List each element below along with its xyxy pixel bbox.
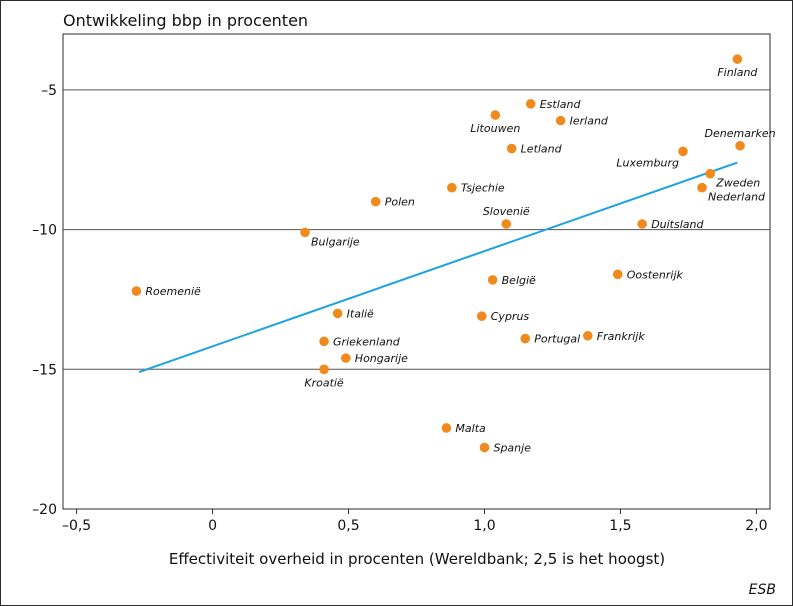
plot-area [62,33,771,510]
data-point [735,140,745,151]
data-point [370,196,381,207]
y-tick-label: –20 [32,502,57,518]
point-label: Malta [455,422,486,435]
point-label: Roemenië [145,285,201,298]
point-label: Griekenland [333,335,401,348]
point-label: Bulgarije [311,235,360,248]
x-tick-label: 1,5 [609,518,631,534]
point-label: Finland [717,66,758,79]
point-label: België [502,274,536,287]
data-point [612,269,623,280]
point-label: Letland [521,143,563,156]
point-label: Tsjechie [461,182,505,195]
point-label: Duitsland [651,218,704,231]
data-point [332,308,343,319]
point-label: Cyprus [491,310,530,323]
y-tick-label: –5 [41,83,57,99]
chart-title: Ontwikkeling bbp in procenten [63,11,308,30]
data-point [319,364,329,375]
gridlines [63,89,770,370]
points-layer [131,54,745,453]
trendline-layer [138,161,738,374]
point-label: Oostenrijk [627,268,684,281]
point-label: Spanje [493,442,531,455]
data-point [490,110,501,120]
data-point [520,333,531,344]
x-axis-ticks: –0,5 0 0,5 1,0 1,5 2,0 [62,509,768,534]
point-label: Italië [347,307,374,320]
data-point [678,146,688,157]
point-label: Slovenië [483,205,530,218]
x-tick-label: –0,5 [62,518,91,534]
point-label: Kroatië [304,376,344,389]
data-point [479,442,490,453]
data-point [441,423,452,433]
data-point [732,54,743,64]
data-point [525,99,536,109]
x-axis-label: Effectiviteit overheid in procenten (Wer… [169,550,665,568]
x-tick-label: 2,0 [745,518,767,534]
point-label: Polen [385,196,415,209]
data-point [705,168,715,179]
source-label: ESB [749,582,776,598]
data-point [637,219,647,229]
data-point [319,336,329,347]
y-axis-ticks: –5 –10 –15 –20 [32,83,57,518]
data-point [506,143,517,154]
data-point [476,311,487,322]
data-point [501,219,512,229]
trendline [138,161,738,374]
point-label: Frankrijk [597,330,646,343]
point-label: Estland [540,98,582,111]
y-tick-label: –10 [32,223,57,239]
point-label: Luxemburg [616,156,679,169]
point-label: Zweden [715,177,760,190]
data-point [583,330,593,341]
data-point [447,182,457,193]
point-label: Portugal [534,333,580,346]
x-tick-label: 0 [208,518,217,534]
y-tick-label: –15 [32,362,57,378]
data-point [131,286,142,296]
point-label: Hongarije [355,352,408,365]
point-label: Litouwen [470,122,520,135]
data-point [341,353,351,363]
point-label: Denemarken [705,127,776,140]
data-point [487,275,498,285]
point-labels-layer: Finland Estland Litouwen Ierland Letland Dene… [145,66,775,454]
x-tick-label: 1,0 [473,518,495,534]
data-point [697,182,707,193]
point-label: Ierland [570,115,609,128]
data-point [300,227,310,238]
x-tick-label: 0,5 [337,518,359,534]
point-label: Nederland [708,191,766,204]
data-point [555,115,566,126]
